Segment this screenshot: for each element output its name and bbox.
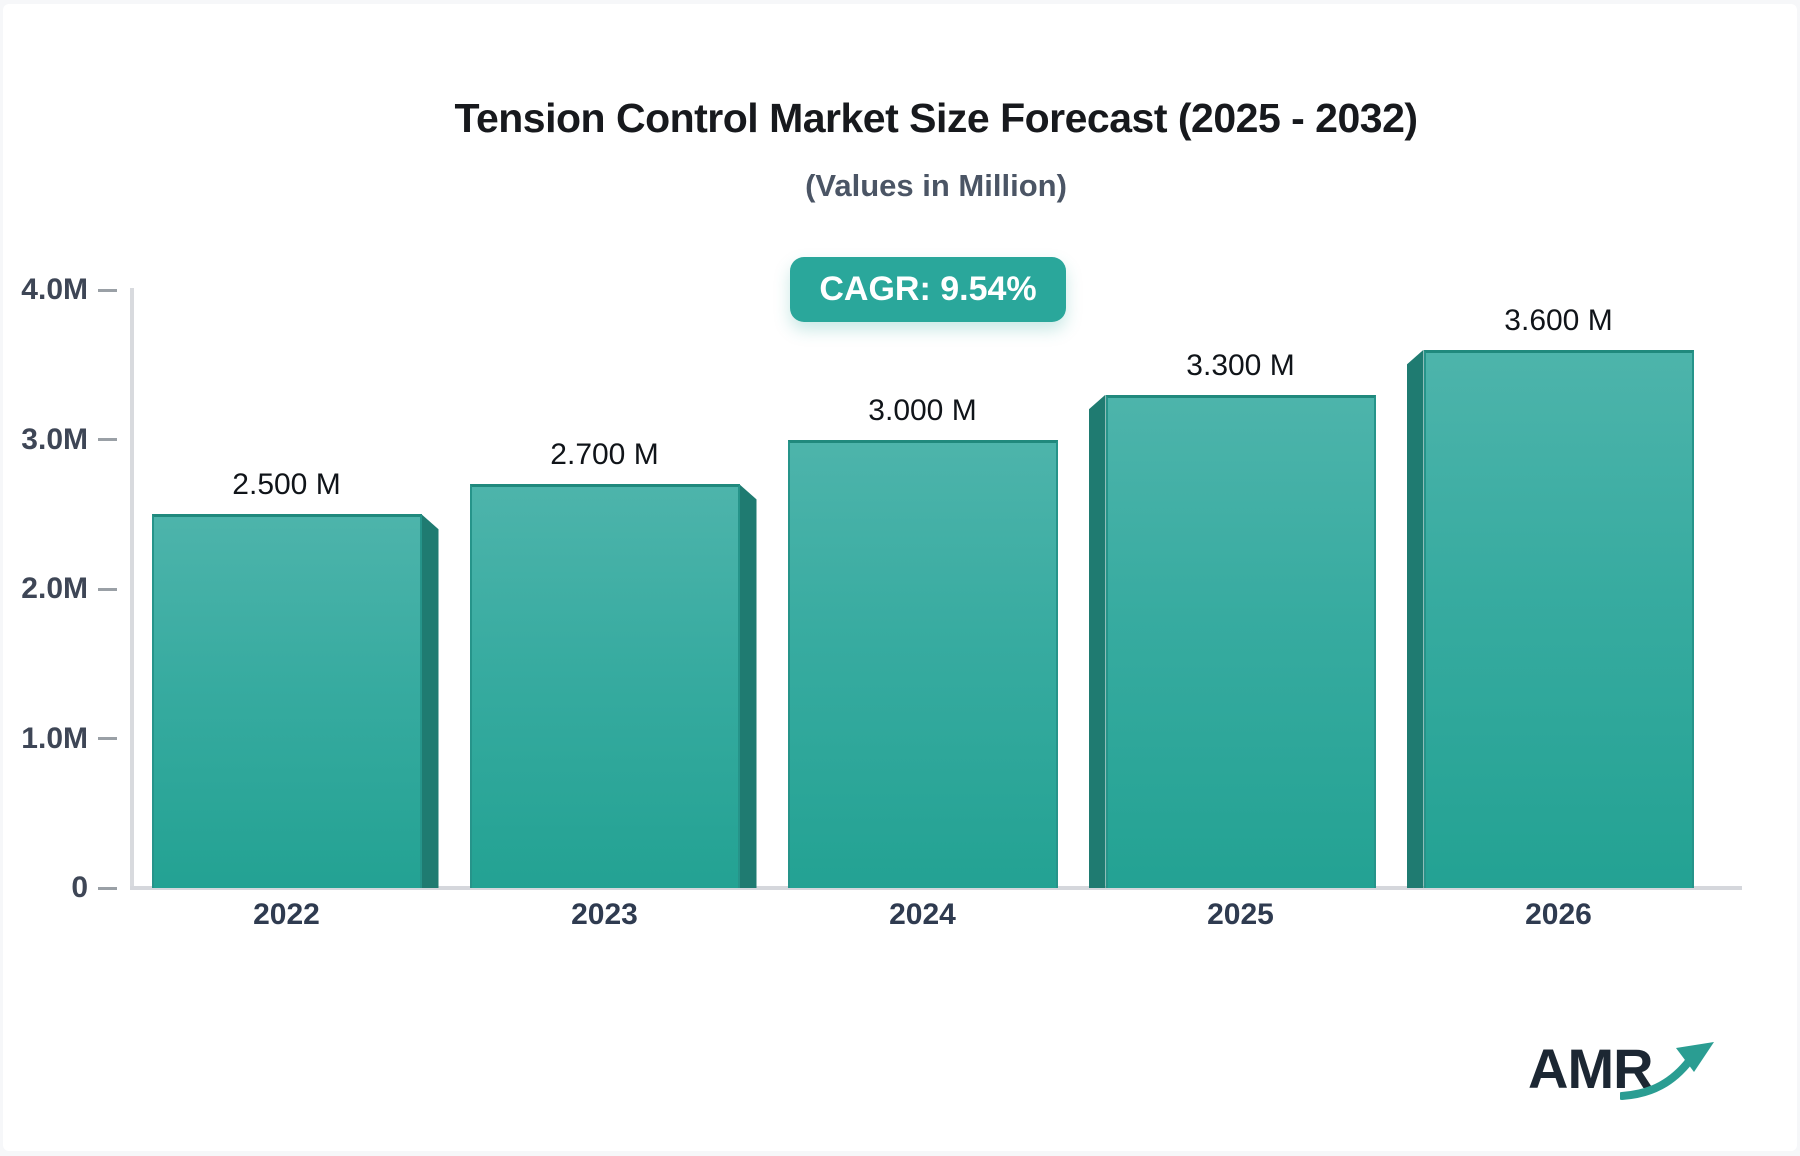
y-axis-tick-label: 3.0M [21,422,88,456]
y-axis-tick-label: 2.0M [21,572,88,605]
x-axis-label: 2026 [1525,898,1592,931]
amr-logo: AMR [1528,1032,1718,1104]
x-axis-label: 2025 [1207,898,1274,931]
y-axis-tick-label: 4.0M [21,273,88,306]
amr-logo-text: AMR [1528,1037,1654,1100]
bar-value-label: 2.500 M [232,468,341,502]
y-axis-tick-label: 0 [71,871,88,904]
bar-3d-side [421,514,439,888]
x-axis-label: 2023 [571,898,638,931]
x-axis-label: 2024 [889,898,956,931]
bar-3d-side [1406,349,1424,888]
growth-arrow-icon [1620,1042,1714,1100]
chart-subtitle: (Values in Million) [805,168,1067,203]
y-axis-tick-mark [98,587,117,591]
bar-3d-side [1088,394,1106,888]
cagr-badge-label: CAGR: 9.54% [819,270,1037,308]
y-axis-tick-mark [98,438,117,441]
bar-2026 [1423,349,1694,888]
bar-value-label: 2.700 M [550,438,659,472]
y-axis-line [130,288,134,888]
bar-3d-side [739,484,757,888]
bar-2023 [469,484,740,888]
chart-title: Tension Control Market Size Forecast (20… [454,95,1418,141]
bar-value-label: 3.000 M [868,393,977,427]
y-axis-tick-mark [98,288,117,292]
bar-2022 [151,514,422,888]
bar-2024 [787,439,1058,888]
bar-value-label: 3.300 M [1186,348,1295,382]
bar-2025 [1105,394,1376,888]
x-axis-line [130,886,1742,890]
bar-value-label: 3.600 M [1504,303,1613,337]
y-axis-tick-mark [98,737,117,740]
cagr-badge: CAGR: 9.54% [790,257,1066,322]
x-axis-label: 2022 [253,898,320,931]
y-axis-tick-label: 1.0M [21,721,88,755]
y-axis-tick-mark [98,886,117,890]
